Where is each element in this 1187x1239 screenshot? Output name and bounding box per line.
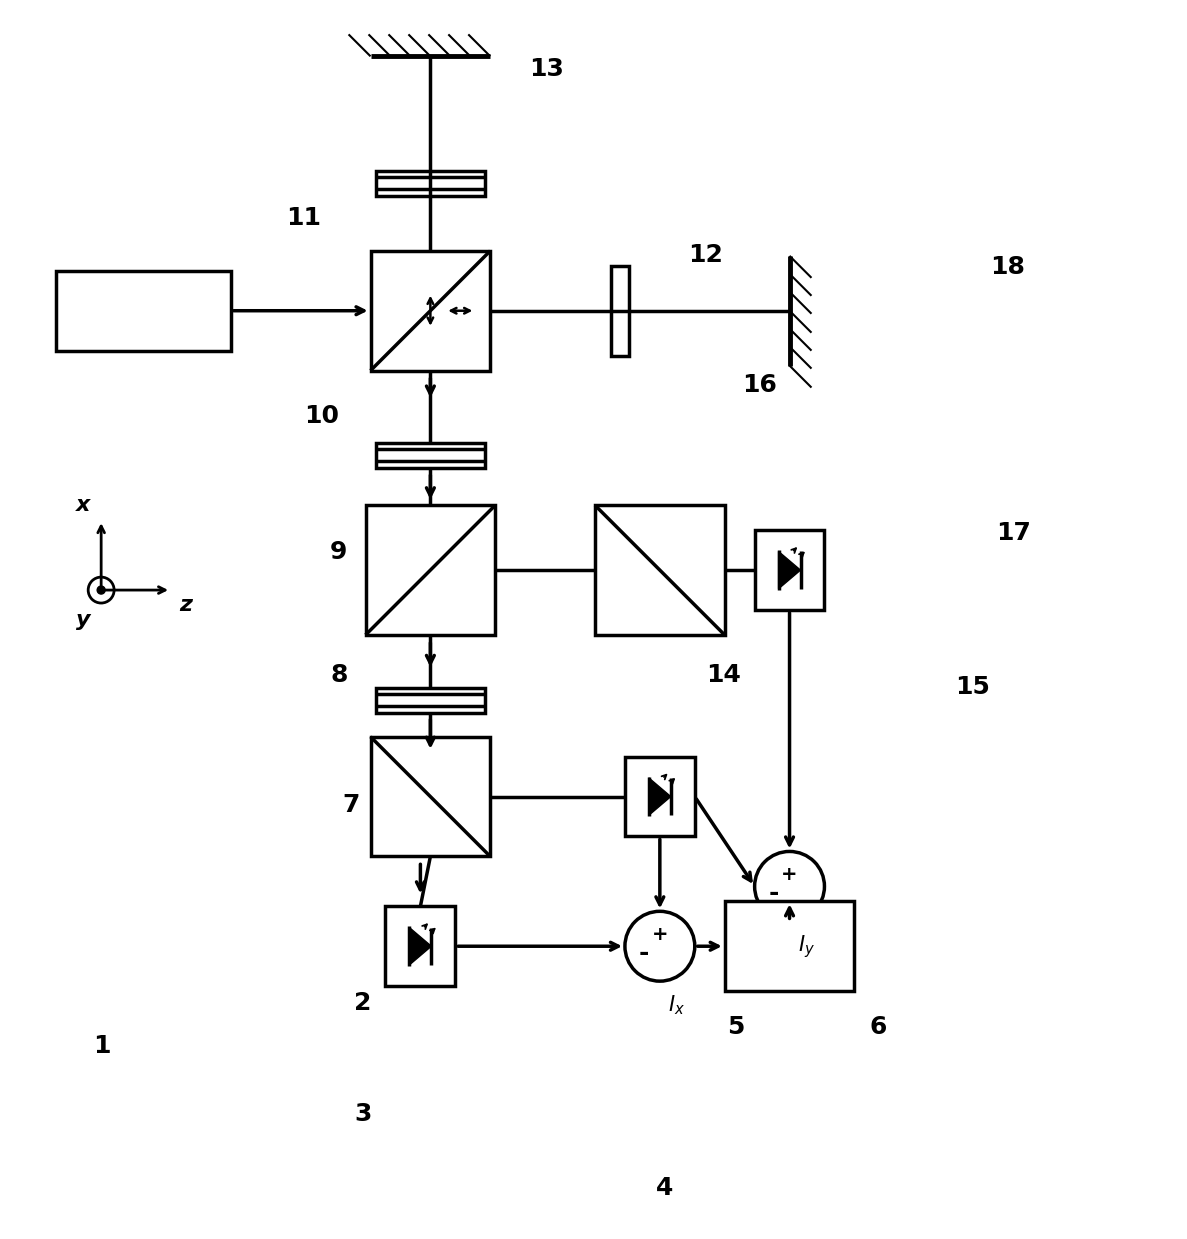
Text: 10: 10 <box>304 404 338 427</box>
Bar <box>370 250 490 370</box>
Text: 18: 18 <box>990 255 1026 279</box>
Text: +: + <box>781 865 798 883</box>
Bar <box>375 444 485 468</box>
Text: x: x <box>76 496 90 515</box>
Text: +: + <box>652 924 668 944</box>
Bar <box>370 737 490 856</box>
Text: 15: 15 <box>956 675 990 700</box>
Text: $I_y$: $I_y$ <box>798 933 814 960</box>
Text: 17: 17 <box>996 520 1032 545</box>
Text: z: z <box>179 595 192 615</box>
Bar <box>375 688 485 712</box>
Polygon shape <box>779 551 800 589</box>
Circle shape <box>97 586 106 593</box>
Text: 2: 2 <box>354 991 372 1015</box>
Bar <box>725 901 855 991</box>
Polygon shape <box>649 778 671 815</box>
Text: 12: 12 <box>688 243 723 266</box>
Text: 13: 13 <box>528 57 564 82</box>
Bar <box>611 266 629 356</box>
Bar <box>386 906 456 986</box>
Text: $I_x$: $I_x$ <box>668 994 685 1017</box>
Bar <box>755 530 825 610</box>
Circle shape <box>755 851 825 922</box>
Text: 9: 9 <box>330 539 348 564</box>
Text: 11: 11 <box>286 206 320 229</box>
Bar <box>56 271 230 351</box>
Text: 7: 7 <box>342 793 360 817</box>
Text: 1: 1 <box>94 1035 110 1058</box>
Text: y: y <box>76 610 90 629</box>
Bar <box>366 506 495 634</box>
Text: 4: 4 <box>656 1176 673 1201</box>
Text: 6: 6 <box>869 1016 887 1040</box>
Bar <box>624 757 694 836</box>
Bar <box>375 171 485 196</box>
Text: 3: 3 <box>354 1101 372 1126</box>
Text: -: - <box>639 942 649 965</box>
Polygon shape <box>410 928 431 965</box>
Circle shape <box>624 912 694 981</box>
Text: 16: 16 <box>742 373 776 396</box>
Text: 8: 8 <box>330 663 348 688</box>
Circle shape <box>88 577 114 603</box>
Text: 14: 14 <box>706 663 741 688</box>
Text: 5: 5 <box>726 1016 744 1040</box>
Text: -: - <box>769 881 779 906</box>
Bar <box>595 506 725 634</box>
